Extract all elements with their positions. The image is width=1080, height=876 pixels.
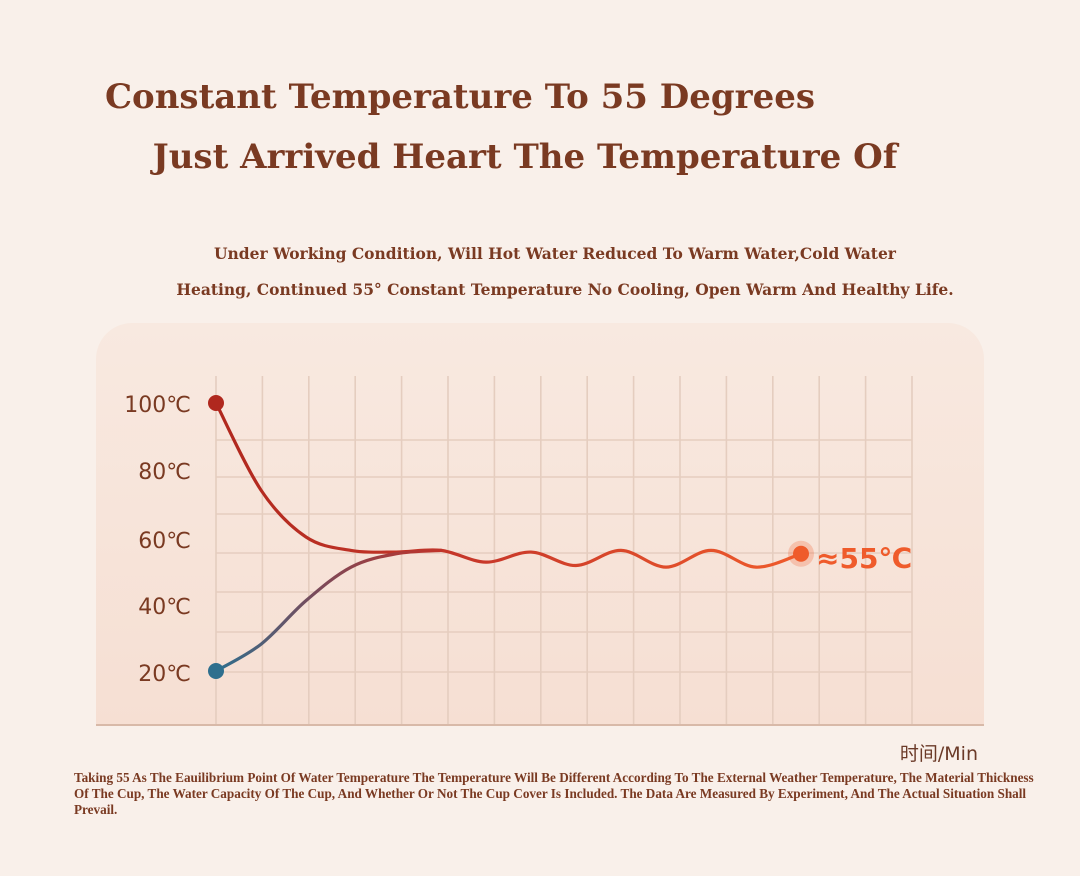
hot-start-marker <box>208 395 224 411</box>
hot-water-line <box>216 403 801 567</box>
y-tick-label: 40℃ <box>138 595 191 620</box>
y-tick-label: 20℃ <box>138 662 191 687</box>
target-marker <box>793 546 809 562</box>
cold-start-marker <box>208 663 224 679</box>
cold-water-line <box>216 550 441 671</box>
footnote: Taking 55 As The Eauilibrium Point Of Wa… <box>74 770 1034 818</box>
target-temperature-label: ≈55℃ <box>816 542 912 575</box>
x-axis-label: 时间/Min <box>900 743 978 765</box>
y-tick-label: 80℃ <box>138 460 191 485</box>
y-tick-label: 100℃ <box>124 393 191 418</box>
y-tick-label: 60℃ <box>138 529 191 554</box>
